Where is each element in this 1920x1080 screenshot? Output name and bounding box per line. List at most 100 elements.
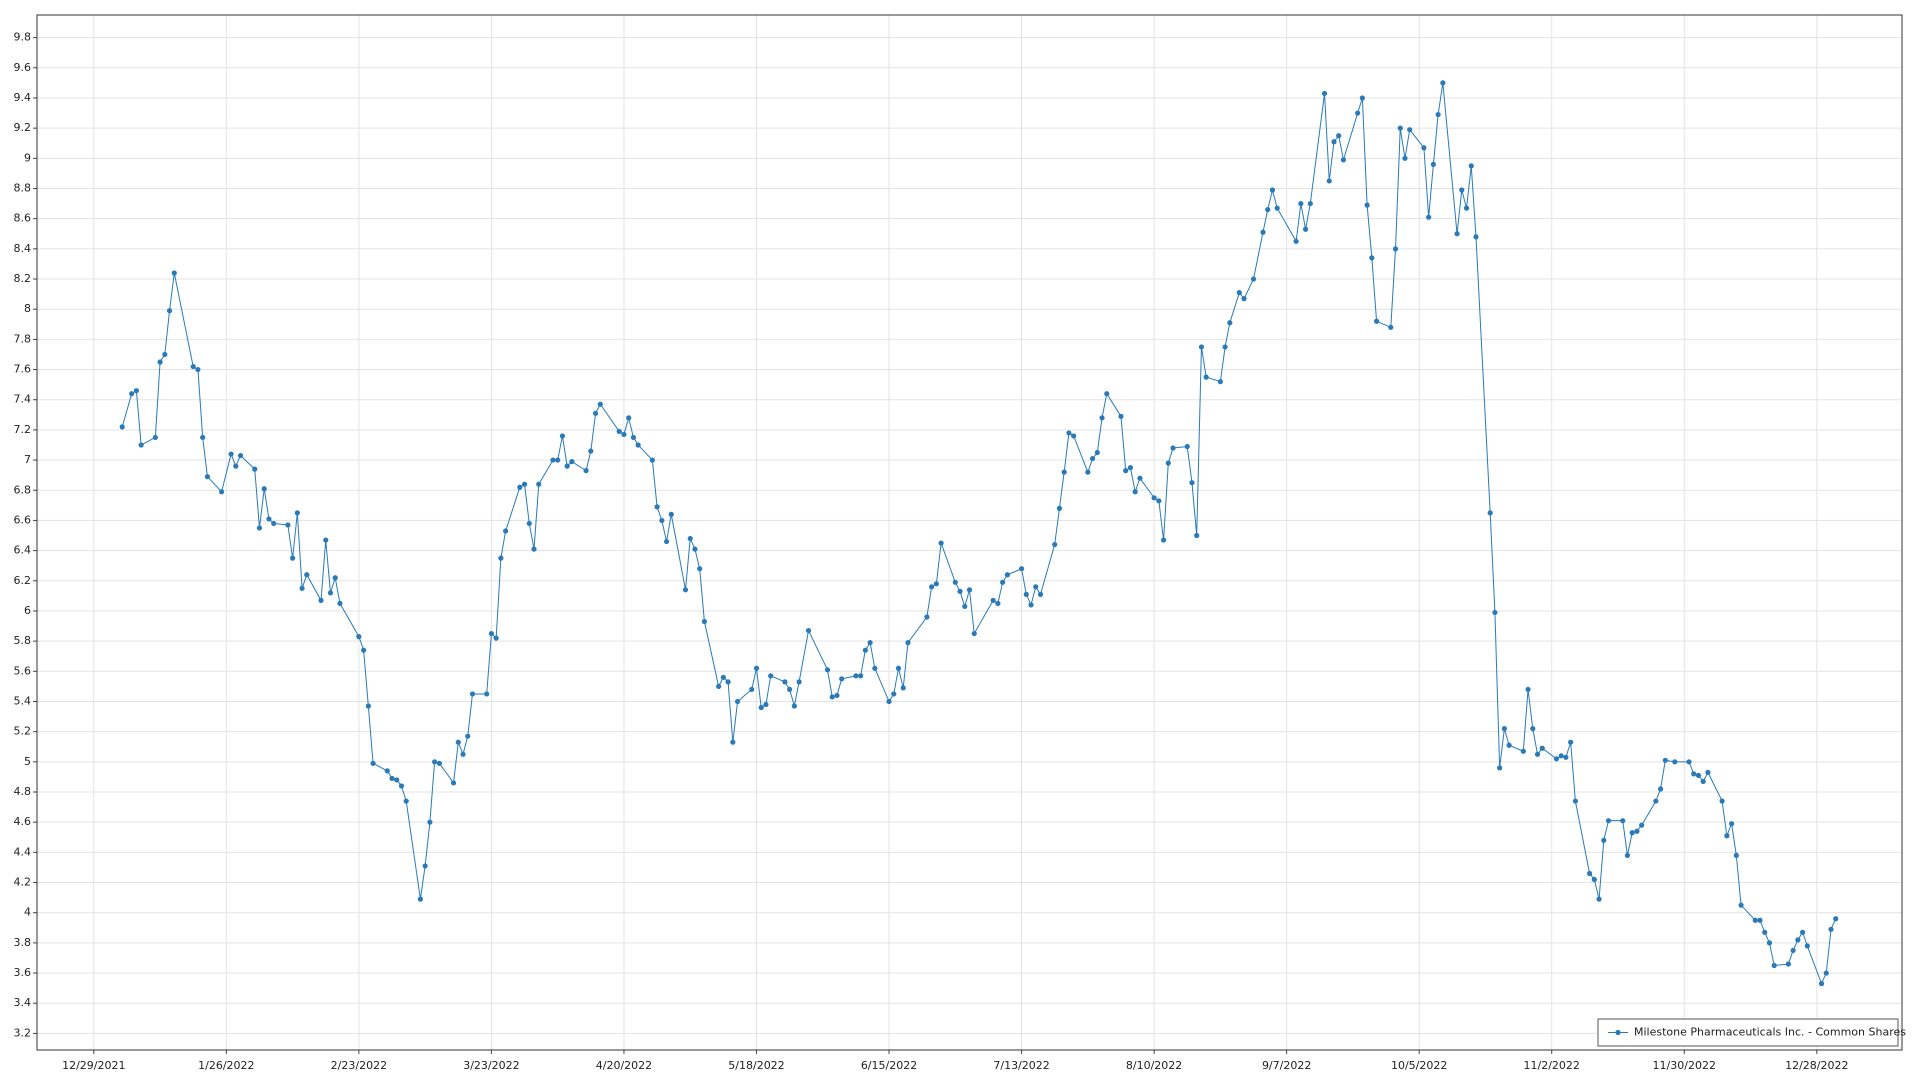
data-point bbox=[1326, 178, 1332, 184]
y-tick-label: 9.8 bbox=[14, 31, 32, 44]
data-point bbox=[417, 896, 424, 902]
data-point bbox=[1691, 771, 1697, 777]
y-tick-label: 7.6 bbox=[14, 363, 32, 376]
data-point bbox=[692, 546, 698, 552]
data-point bbox=[929, 584, 935, 590]
data-point bbox=[1331, 139, 1337, 145]
y-tick-label: 9.6 bbox=[14, 61, 32, 74]
data-point bbox=[716, 683, 722, 689]
data-point bbox=[1738, 902, 1744, 908]
data-point bbox=[834, 692, 840, 699]
legend: Milestone Pharmaceuticals Inc. - Common … bbox=[1597, 1018, 1906, 1047]
y-tick-label: 4.2 bbox=[14, 876, 32, 889]
data-point bbox=[1620, 818, 1626, 824]
data-point bbox=[469, 691, 476, 697]
data-point bbox=[1752, 917, 1758, 923]
data-point bbox=[1364, 202, 1370, 208]
data-point bbox=[1061, 469, 1067, 475]
data-point bbox=[1260, 229, 1266, 235]
data-point bbox=[1194, 532, 1200, 539]
data-point bbox=[663, 538, 670, 545]
data-point bbox=[1018, 566, 1025, 572]
data-point bbox=[455, 739, 461, 745]
data-point bbox=[384, 768, 390, 774]
data-point bbox=[1321, 90, 1328, 97]
data-point bbox=[749, 686, 755, 693]
data-point bbox=[1440, 80, 1446, 86]
data-point bbox=[995, 600, 1001, 607]
y-tick-label: 5 bbox=[24, 755, 31, 768]
data-point bbox=[862, 647, 868, 653]
x-tick-label: 8/10/2022 bbox=[1126, 1059, 1182, 1072]
data-point bbox=[1497, 765, 1503, 771]
y-tick-label: 5.8 bbox=[14, 634, 32, 647]
data-point bbox=[616, 428, 622, 435]
data-point bbox=[1823, 970, 1829, 976]
data-point bbox=[626, 415, 632, 421]
data-point bbox=[536, 481, 542, 487]
data-point bbox=[1705, 769, 1711, 775]
data-point bbox=[758, 704, 764, 711]
y-tick-label: 9 bbox=[24, 151, 31, 164]
data-point bbox=[1785, 961, 1791, 967]
data-point bbox=[157, 359, 163, 365]
data-point bbox=[1799, 929, 1806, 935]
data-point bbox=[839, 676, 845, 682]
data-point bbox=[1757, 917, 1763, 923]
data-point bbox=[1052, 541, 1058, 548]
y-tick-label: 4.4 bbox=[14, 845, 32, 858]
data-point bbox=[564, 463, 570, 469]
grid bbox=[37, 15, 1902, 1050]
data-point bbox=[782, 679, 788, 685]
data-point bbox=[1553, 756, 1560, 762]
data-point bbox=[1236, 290, 1242, 296]
data-point bbox=[588, 448, 594, 454]
data-point bbox=[1421, 145, 1427, 151]
data-point bbox=[1695, 772, 1702, 779]
data-point bbox=[654, 504, 660, 510]
data-point bbox=[891, 691, 897, 697]
data-point bbox=[900, 685, 906, 691]
data-point bbox=[1198, 344, 1205, 350]
data-point bbox=[337, 600, 343, 607]
data-point bbox=[787, 686, 793, 693]
data-point bbox=[1558, 753, 1564, 759]
data-point bbox=[1302, 226, 1309, 232]
data-point bbox=[720, 674, 726, 680]
data-point bbox=[1596, 896, 1602, 902]
data-point bbox=[1355, 110, 1361, 116]
data-point bbox=[1151, 495, 1157, 501]
data-point bbox=[1473, 234, 1479, 240]
data-point bbox=[1530, 726, 1536, 732]
y-tick-label: 9.4 bbox=[14, 91, 32, 104]
y-tick-label: 8.2 bbox=[14, 272, 32, 285]
y-tick-label: 5.6 bbox=[14, 664, 32, 677]
data-point bbox=[630, 434, 637, 441]
data-point bbox=[365, 703, 371, 709]
data-point bbox=[1184, 443, 1190, 450]
data-point bbox=[256, 525, 263, 531]
data-point bbox=[966, 587, 973, 593]
data-point bbox=[1298, 200, 1304, 207]
data-point bbox=[1435, 111, 1441, 118]
data-point bbox=[427, 819, 433, 825]
data-point bbox=[152, 434, 158, 441]
data-point bbox=[327, 590, 334, 596]
data-point bbox=[233, 463, 239, 469]
data-point bbox=[484, 691, 490, 697]
data-point bbox=[1071, 433, 1077, 439]
data-point bbox=[990, 597, 996, 603]
legend-box bbox=[1597, 1018, 1899, 1047]
y-tick-label: 4.6 bbox=[14, 815, 32, 828]
data-point bbox=[971, 630, 977, 637]
data-point bbox=[1639, 822, 1645, 828]
y-tick-label: 8.6 bbox=[14, 212, 32, 225]
data-point bbox=[853, 673, 859, 679]
data-point bbox=[1804, 943, 1810, 949]
data-point bbox=[1629, 830, 1635, 836]
data-point bbox=[962, 603, 968, 610]
data-point bbox=[503, 528, 509, 534]
data-point bbox=[1795, 937, 1801, 943]
data-point bbox=[370, 760, 376, 766]
